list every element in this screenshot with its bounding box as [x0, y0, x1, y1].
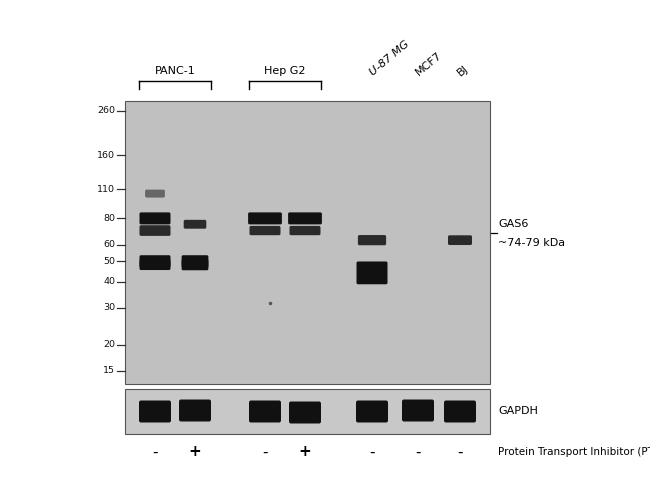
Text: 40: 40: [103, 277, 115, 286]
FancyBboxPatch shape: [402, 399, 434, 422]
Text: -: -: [152, 444, 158, 459]
FancyBboxPatch shape: [181, 259, 209, 270]
Text: BJ: BJ: [456, 63, 471, 78]
Text: 60: 60: [103, 240, 115, 249]
FancyBboxPatch shape: [140, 260, 170, 270]
Text: 50: 50: [103, 257, 115, 266]
Text: Hep G2: Hep G2: [265, 66, 305, 76]
FancyBboxPatch shape: [184, 220, 206, 228]
Bar: [125, 389, 490, 434]
Text: 160: 160: [97, 151, 115, 160]
Text: PANC-1: PANC-1: [155, 66, 196, 76]
FancyBboxPatch shape: [356, 261, 387, 284]
FancyBboxPatch shape: [289, 226, 320, 235]
Text: -: -: [262, 444, 268, 459]
FancyBboxPatch shape: [356, 400, 388, 423]
Bar: [125, 101, 490, 384]
Text: -: -: [415, 444, 421, 459]
Text: Protein Transport Inhibitor (PTI) (1X for 4h): Protein Transport Inhibitor (PTI) (1X fo…: [498, 447, 650, 457]
Text: -: -: [457, 444, 463, 459]
FancyBboxPatch shape: [140, 255, 170, 267]
Text: 110: 110: [97, 185, 115, 194]
FancyBboxPatch shape: [248, 212, 282, 225]
FancyBboxPatch shape: [179, 399, 211, 422]
Text: 20: 20: [103, 340, 115, 349]
FancyBboxPatch shape: [140, 225, 170, 236]
Text: 15: 15: [103, 366, 115, 376]
Text: -: -: [369, 444, 375, 459]
FancyBboxPatch shape: [249, 400, 281, 423]
Text: 30: 30: [103, 303, 115, 312]
Text: +: +: [298, 444, 311, 459]
Text: 80: 80: [103, 214, 115, 223]
FancyBboxPatch shape: [448, 235, 472, 245]
FancyBboxPatch shape: [181, 255, 209, 267]
FancyBboxPatch shape: [139, 400, 171, 423]
FancyBboxPatch shape: [250, 226, 281, 235]
FancyBboxPatch shape: [289, 402, 321, 424]
FancyBboxPatch shape: [358, 235, 386, 245]
Text: 260: 260: [97, 106, 115, 116]
FancyBboxPatch shape: [288, 212, 322, 225]
FancyBboxPatch shape: [140, 212, 170, 225]
Text: +: +: [188, 444, 202, 459]
Text: MCF7: MCF7: [413, 50, 444, 78]
Text: GAS6: GAS6: [498, 219, 528, 229]
Text: U-87 MG: U-87 MG: [367, 39, 411, 78]
FancyBboxPatch shape: [444, 400, 476, 423]
Text: ~74-79 kDa: ~74-79 kDa: [498, 238, 565, 248]
Text: GAPDH: GAPDH: [498, 407, 538, 417]
FancyBboxPatch shape: [145, 190, 165, 197]
